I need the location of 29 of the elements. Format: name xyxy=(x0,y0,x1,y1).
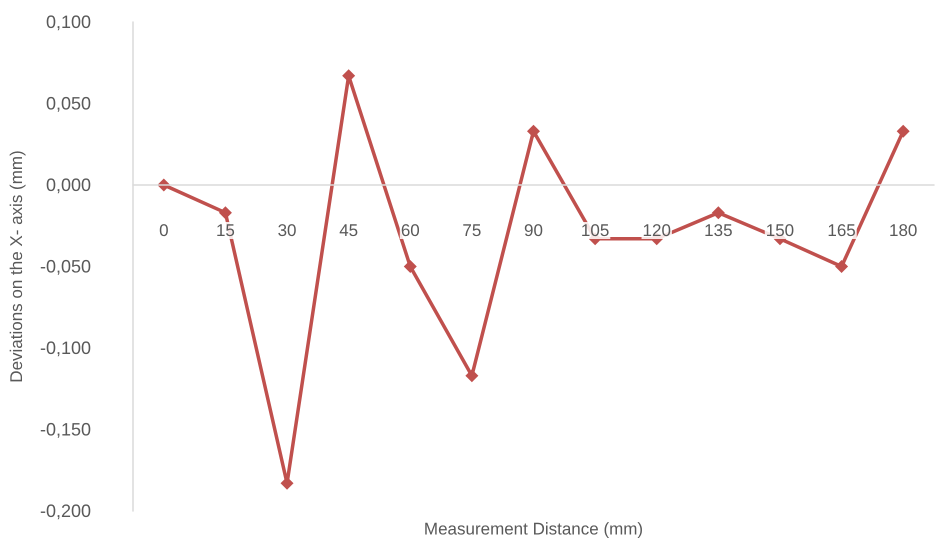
x-tick-label: 15 xyxy=(216,221,235,240)
y-tick-label: 0,100 xyxy=(46,12,91,32)
x-tick-label: 135 xyxy=(704,221,733,240)
x-tick-label: 75 xyxy=(462,221,482,240)
x-tick-label: 150 xyxy=(766,221,794,240)
y-tick-label: 0,000 xyxy=(46,175,91,195)
x-tick-label: 0 xyxy=(159,221,169,240)
point xyxy=(835,260,848,273)
y-tick-label: -0,100 xyxy=(40,338,91,358)
point xyxy=(896,124,910,138)
x-axis-title: Measurement Distance (mm) xyxy=(424,520,644,538)
x-tick-label: 30 xyxy=(278,221,296,240)
point xyxy=(404,260,417,273)
point xyxy=(218,206,232,220)
y-tick-label: 0,050 xyxy=(46,94,91,114)
x-tick-label: 60 xyxy=(400,221,420,240)
x-tick-label: 90 xyxy=(524,221,543,240)
x-tick-label: 120 xyxy=(642,221,671,240)
y-tick-label: -0,050 xyxy=(40,256,91,276)
x-tick-label: 105 xyxy=(580,221,610,240)
point xyxy=(712,206,725,220)
y-tick-label: -0,200 xyxy=(40,501,91,521)
x-tick-label: 45 xyxy=(339,221,358,240)
x-tick-label: 180 xyxy=(889,221,918,240)
x-tick-label: 165 xyxy=(827,221,856,240)
y-tick-label: -0,150 xyxy=(40,420,91,440)
point xyxy=(465,369,478,382)
point xyxy=(527,124,540,138)
y-axis-title: Deviations on the X- axis (mm) xyxy=(7,150,26,383)
